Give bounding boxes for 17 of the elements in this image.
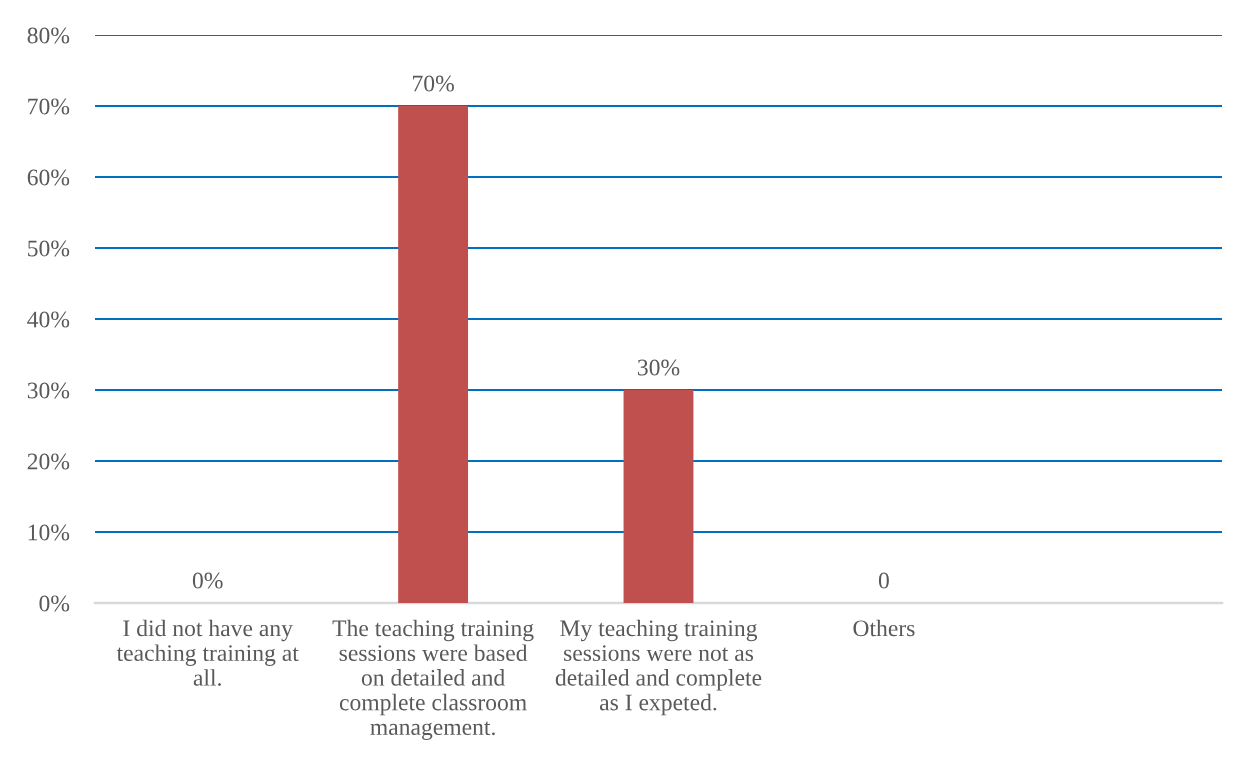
y-tick-label: 0% — [39, 595, 70, 612]
y-tick-label: 70% — [28, 98, 70, 115]
x-tick-label: Others — [853, 619, 915, 637]
y-tick-label: 60% — [27, 169, 70, 186]
y-tick-label: 80% — [27, 27, 70, 44]
y-tick-label: 30% — [27, 382, 70, 399]
data-label: 0% — [192, 572, 223, 589]
y-tick-label: 50% — [28, 240, 70, 257]
x-tick-label: I did not have any teaching training at all. — [116, 619, 299, 686]
y-tick-label: 40% — [27, 311, 70, 328]
x-tick-label: The teaching training sessions were based on detailed and complete classroom management. — [332, 619, 534, 740]
y-tick-label: 20% — [27, 453, 70, 470]
data-label: 70% — [413, 75, 454, 92]
x-tick-label: My teaching training sessions were not as detailed and complete as I expeted. — [555, 619, 762, 716]
data-label: 0 — [878, 572, 889, 589]
data-label: 30% — [637, 359, 680, 376]
y-tick-label: 10% — [28, 524, 70, 541]
